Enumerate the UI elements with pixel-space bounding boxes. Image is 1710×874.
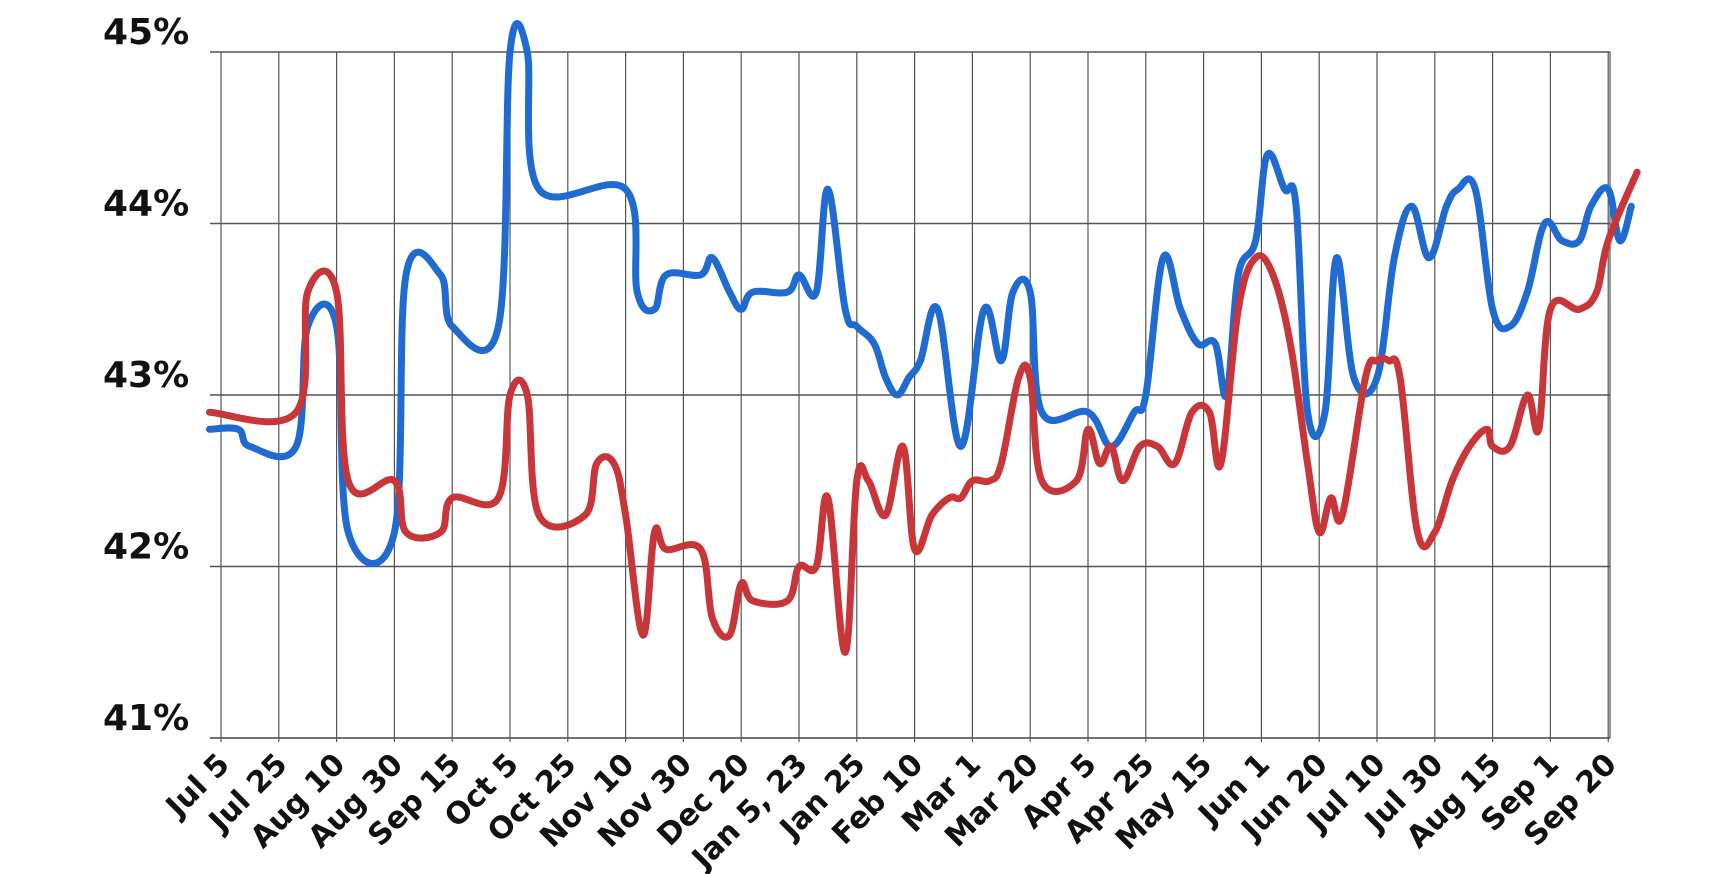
y-tick-label: 42% xyxy=(103,527,189,568)
series-lines xyxy=(205,20,1641,656)
grid xyxy=(210,51,1611,742)
y-tick-label: 43% xyxy=(103,355,189,396)
y-tick-label: 44% xyxy=(103,184,189,225)
y-tick-label: 41% xyxy=(103,698,189,739)
series-line-blue xyxy=(205,20,1635,567)
y-tick-label: 45% xyxy=(103,12,189,53)
y-axis-tick-labels: 41% 42% 43% 44% 45% xyxy=(103,12,189,739)
series-line-red xyxy=(205,168,1641,656)
